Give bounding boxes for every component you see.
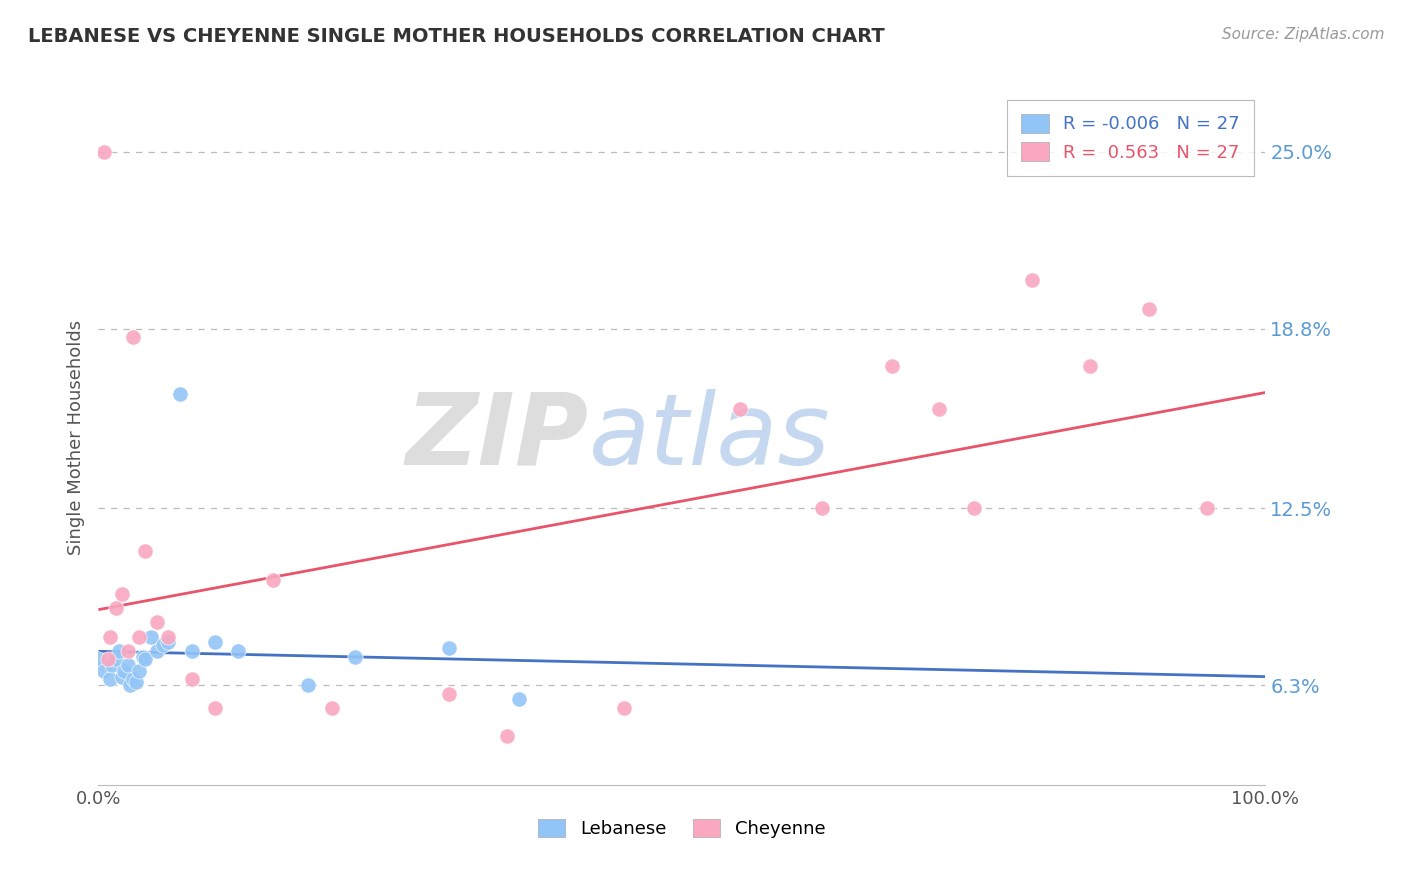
- Point: [111, 670, 134, 684]
- Point: [508, 692, 530, 706]
- Text: ZIP: ZIP: [405, 389, 589, 485]
- Point: [104, 652, 127, 666]
- Point: [93, 664, 115, 678]
- Point: [228, 644, 250, 658]
- Point: [117, 658, 139, 673]
- Point: [125, 675, 148, 690]
- Point: [880, 359, 903, 373]
- Legend: Lebanese, Cheyenne: Lebanese, Cheyenne: [531, 812, 832, 846]
- Point: [496, 730, 519, 744]
- Point: [1080, 359, 1102, 373]
- Text: atlas: atlas: [589, 389, 830, 485]
- Point: [139, 630, 162, 644]
- Point: [146, 644, 169, 658]
- Point: [169, 387, 191, 401]
- Point: [321, 701, 343, 715]
- Point: [134, 544, 156, 558]
- Point: [122, 330, 145, 344]
- Point: [204, 701, 226, 715]
- Point: [97, 652, 120, 666]
- Point: [262, 573, 284, 587]
- Point: [98, 673, 121, 687]
- Point: [101, 658, 124, 673]
- Point: [117, 644, 139, 658]
- Text: Source: ZipAtlas.com: Source: ZipAtlas.com: [1222, 27, 1385, 42]
- Y-axis label: Single Mother Households: Single Mother Households: [66, 319, 84, 555]
- Point: [152, 638, 174, 652]
- Point: [1021, 273, 1043, 287]
- Point: [93, 145, 115, 159]
- Point: [180, 644, 202, 658]
- Point: [134, 652, 156, 666]
- Point: [128, 630, 150, 644]
- Text: LEBANESE VS CHEYENNE SINGLE MOTHER HOUSEHOLDS CORRELATION CHART: LEBANESE VS CHEYENNE SINGLE MOTHER HOUSE…: [28, 27, 884, 45]
- Point: [613, 701, 636, 715]
- Point: [811, 501, 834, 516]
- Point: [437, 687, 460, 701]
- Point: [87, 652, 110, 666]
- Point: [132, 649, 155, 664]
- Point: [146, 615, 169, 630]
- Point: [108, 644, 131, 658]
- Point: [111, 587, 134, 601]
- Point: [437, 641, 460, 656]
- Point: [1195, 501, 1218, 516]
- Point: [122, 673, 145, 687]
- Point: [118, 678, 141, 692]
- Point: [128, 664, 150, 678]
- Point: [204, 635, 226, 649]
- Point: [928, 401, 950, 416]
- Point: [1137, 301, 1160, 316]
- Point: [730, 401, 752, 416]
- Point: [962, 501, 984, 516]
- Point: [344, 649, 367, 664]
- Point: [98, 630, 121, 644]
- Point: [157, 630, 180, 644]
- Point: [104, 601, 127, 615]
- Point: [157, 635, 180, 649]
- Point: [180, 673, 202, 687]
- Point: [112, 664, 135, 678]
- Point: [297, 678, 319, 692]
